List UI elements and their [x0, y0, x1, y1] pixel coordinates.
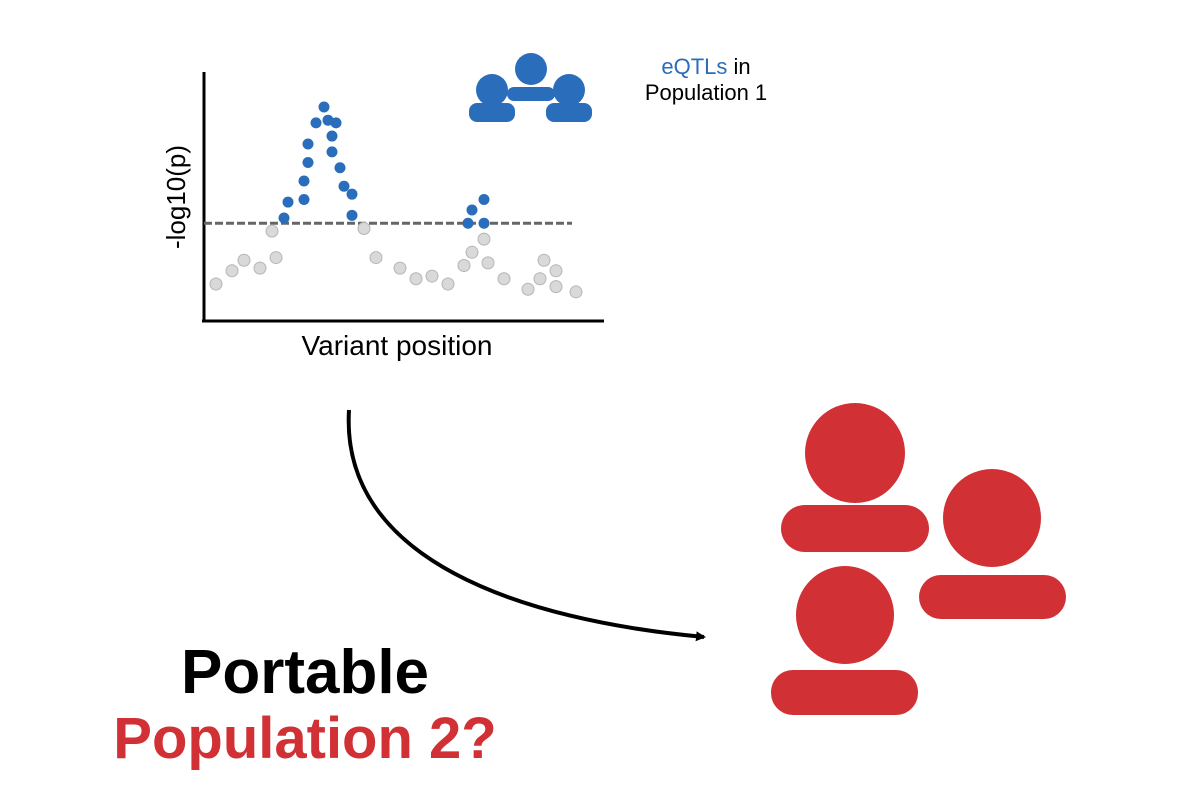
nonsignificant-variant-point	[209, 277, 223, 291]
nonsignificant-variant-point	[477, 232, 491, 246]
significant-variant-point	[338, 180, 350, 192]
nonsignificant-variant-point	[253, 261, 267, 275]
nonsignificant-variant-point	[237, 253, 251, 267]
population-1-people-icon	[469, 53, 592, 122]
nonsignificant-variant-point	[569, 285, 583, 299]
curved-arrow-icon	[346, 409, 706, 642]
significant-variant-point	[346, 209, 358, 221]
significant-variant-point	[298, 193, 310, 205]
nonsignificant-variant-point	[457, 259, 471, 273]
nonsignificant-variant-point	[369, 251, 383, 265]
significant-variant-point	[346, 188, 358, 200]
significant-variant-point	[466, 204, 478, 216]
significant-variant-point	[278, 212, 290, 224]
significant-variant-point	[326, 130, 338, 142]
nonsignificant-variant-point	[465, 245, 479, 259]
x-axis-label: Variant position	[302, 330, 493, 361]
significant-variant-point	[302, 138, 314, 150]
significant-variant-point	[478, 193, 490, 205]
nonsignificant-variant-point	[425, 269, 439, 283]
nonsignificant-variant-point	[549, 264, 563, 278]
points-layer	[209, 101, 583, 299]
y-axis-label: -log10(p)	[161, 145, 191, 249]
significant-variant-point	[326, 146, 338, 158]
nonsignificant-variant-point	[497, 272, 511, 286]
nonsignificant-variant-point	[409, 272, 423, 286]
chart: Variant position -log10(p)	[161, 72, 604, 361]
nonsignificant-variant-point	[393, 261, 407, 275]
significant-variant-point	[318, 101, 330, 113]
nonsignificant-variant-point	[357, 222, 371, 236]
population-2-people-icon	[771, 403, 1066, 715]
nonsignificant-variant-point	[441, 277, 455, 291]
significant-variant-point	[302, 156, 314, 168]
nonsignificant-variant-point	[521, 282, 535, 296]
nonsignificant-variant-point	[481, 256, 495, 270]
nonsignificant-variant-point	[269, 251, 283, 265]
significant-variant-point	[282, 196, 294, 208]
significant-variant-point	[462, 217, 474, 229]
population-2-label: Population 2?	[113, 706, 496, 771]
nonsignificant-variant-point	[549, 280, 563, 294]
nonsignificant-variant-point	[537, 253, 551, 267]
nonsignificant-variant-point	[265, 224, 279, 238]
portable-label: Portable	[181, 638, 429, 707]
legend-line-1: eQTLs in	[661, 54, 750, 79]
eqtl-term: eQTLs	[661, 54, 727, 79]
significant-variant-point	[478, 217, 490, 229]
significant-variant-point	[330, 117, 342, 129]
nonsignificant-variant-point	[533, 272, 547, 286]
significant-variant-point	[298, 175, 310, 187]
significant-variant-point	[310, 117, 322, 129]
legend-population-1: Population 1	[645, 80, 767, 105]
legend-in-word: in	[727, 54, 750, 79]
significant-variant-point	[334, 162, 346, 174]
nonsignificant-variant-point	[225, 264, 239, 278]
